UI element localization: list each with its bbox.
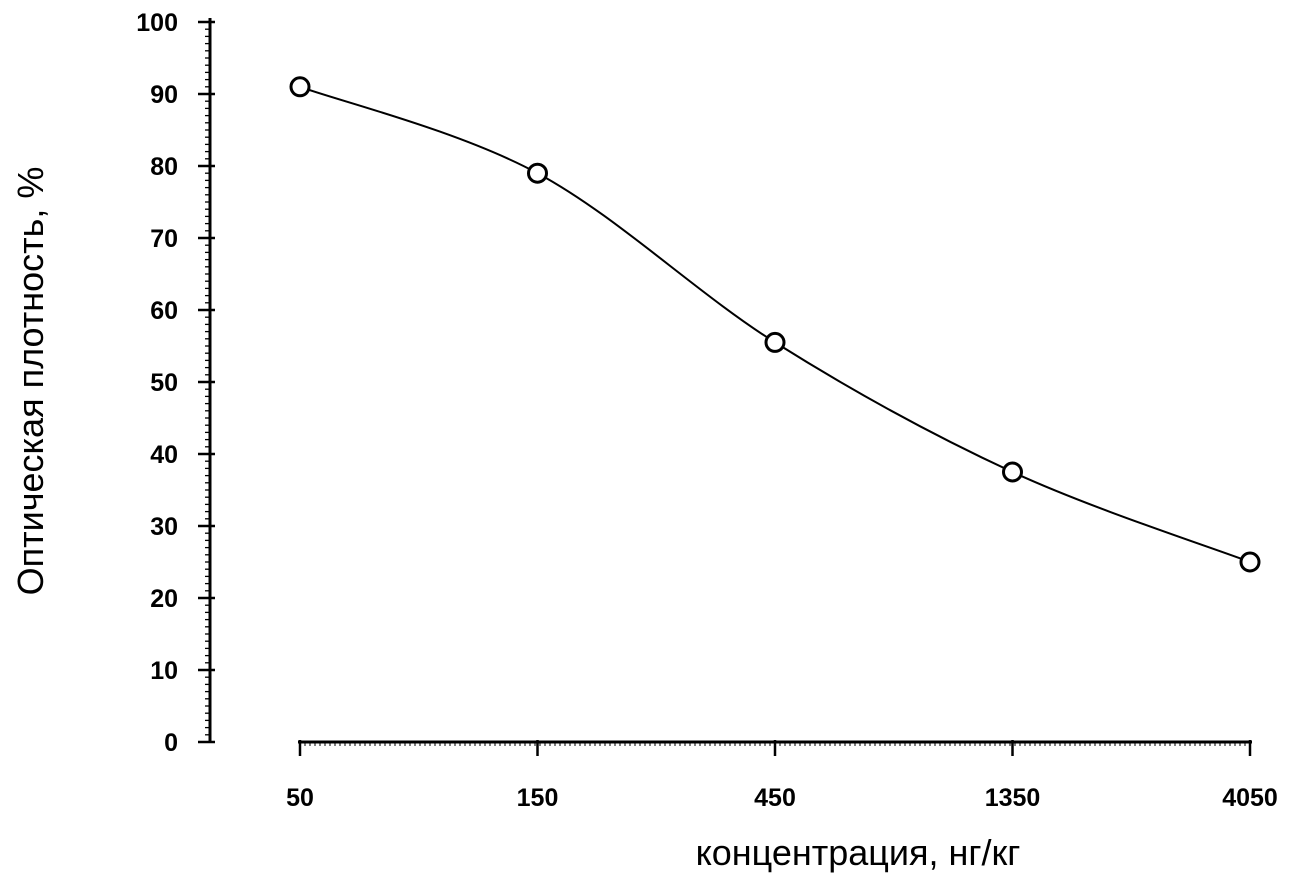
x-axis: [298, 740, 1252, 756]
y-tick-label: 60: [150, 297, 178, 325]
data-point: [289, 76, 311, 98]
x-tick-label: 4050: [1222, 784, 1278, 812]
data-point: [1002, 461, 1023, 483]
y-tick-label: 30: [150, 513, 178, 541]
y-tick-label: 0: [164, 729, 178, 757]
x-tick-label: 50: [286, 784, 314, 812]
y-tick-label: 40: [150, 441, 178, 469]
y-tick-label: 90: [150, 81, 178, 109]
x-tick-label: 150: [517, 784, 559, 812]
y-axis-label: Оптическая плотность, %: [10, 167, 51, 596]
x-tick-label: 450: [754, 784, 796, 812]
y-tick-labels: 0 10 20 30 40 50 60 70 80 90 100: [136, 9, 178, 757]
data-point: [764, 331, 786, 353]
y-axis: [198, 18, 215, 744]
y-tick-label: 100: [136, 9, 178, 37]
y-tick-label: 20: [150, 585, 178, 613]
y-tick-label: 10: [150, 657, 178, 685]
x-axis-label: концентрация, нг/кг: [696, 832, 1021, 873]
x-tick-label: 1350: [985, 784, 1041, 812]
x-tick-labels: 50 150 450 1350 4050: [286, 784, 1278, 812]
data-point: [527, 162, 548, 184]
series-line: [299, 85, 1251, 563]
y-tick-label: 50: [150, 369, 178, 397]
data-point: [1239, 551, 1261, 573]
y-tick-label: 70: [150, 225, 178, 253]
y-tick-label: 80: [150, 153, 178, 181]
data-points: [289, 76, 1261, 573]
